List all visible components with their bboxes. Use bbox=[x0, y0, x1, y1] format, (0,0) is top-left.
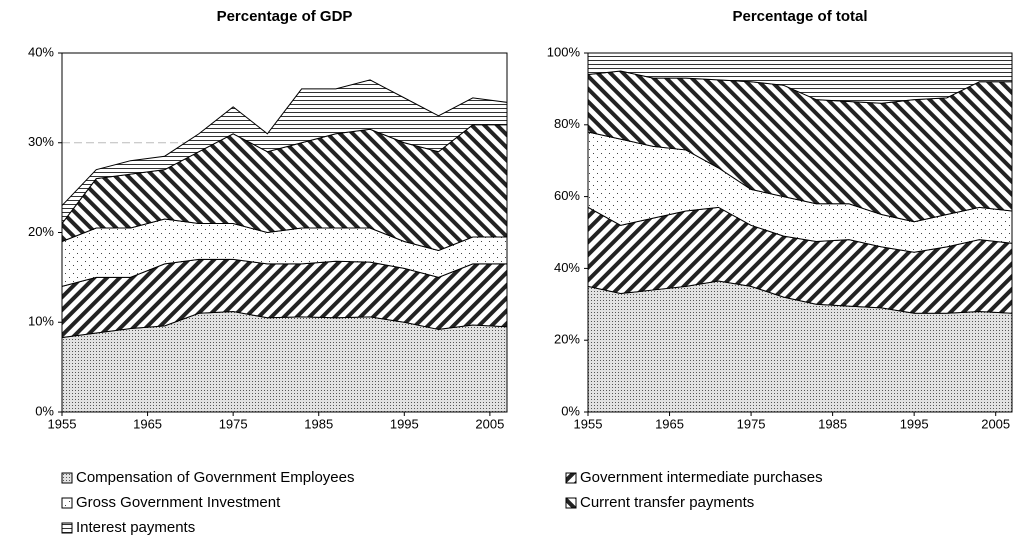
y-tick-label: 40% bbox=[28, 44, 54, 59]
legend-swatch bbox=[565, 472, 577, 484]
plot-frame bbox=[587, 52, 1013, 413]
legend-swatch bbox=[565, 497, 577, 509]
y-tick-label: 0% bbox=[561, 403, 580, 418]
y-tick-label: 20% bbox=[28, 224, 54, 239]
x-tick-label: 1995 bbox=[390, 416, 419, 431]
chart-title: Percentage of total bbox=[732, 8, 867, 25]
x-tick-label: 2005 bbox=[475, 416, 504, 431]
legend-label: Compensation of Government Employees bbox=[76, 469, 354, 486]
y-tick-label: 80% bbox=[554, 116, 580, 131]
legend-label: Government intermediate purchases bbox=[580, 469, 823, 486]
y-tick-label: 10% bbox=[28, 314, 54, 329]
x-tick-label: 1985 bbox=[304, 416, 333, 431]
x-tick-label: 1975 bbox=[219, 416, 248, 431]
legend-swatch bbox=[61, 497, 73, 509]
x-tick-label: 1995 bbox=[900, 416, 929, 431]
chart-title: Percentage of GDP bbox=[217, 8, 353, 25]
legend-swatch bbox=[61, 522, 73, 534]
x-tick-label: 1975 bbox=[737, 416, 766, 431]
y-tick-label: 0% bbox=[35, 403, 54, 418]
y-tick-label: 60% bbox=[554, 188, 580, 203]
x-tick-label: 2005 bbox=[981, 416, 1010, 431]
y-tick-label: 100% bbox=[547, 44, 581, 59]
y-tick-label: 20% bbox=[554, 332, 580, 347]
legend-label: Current transfer payments bbox=[580, 494, 754, 511]
x-tick-label: 1985 bbox=[818, 416, 847, 431]
x-tick-label: 1965 bbox=[133, 416, 162, 431]
plot-frame bbox=[61, 52, 508, 413]
x-tick-label: 1965 bbox=[655, 416, 684, 431]
x-tick-label: 1955 bbox=[48, 416, 77, 431]
y-tick-label: 30% bbox=[28, 134, 54, 149]
legend-label: Gross Government Investment bbox=[76, 494, 281, 511]
y-tick-label: 40% bbox=[554, 260, 580, 275]
legend-swatch bbox=[61, 472, 73, 484]
x-tick-label: 1955 bbox=[574, 416, 603, 431]
legend-label: Interest payments bbox=[76, 519, 195, 536]
